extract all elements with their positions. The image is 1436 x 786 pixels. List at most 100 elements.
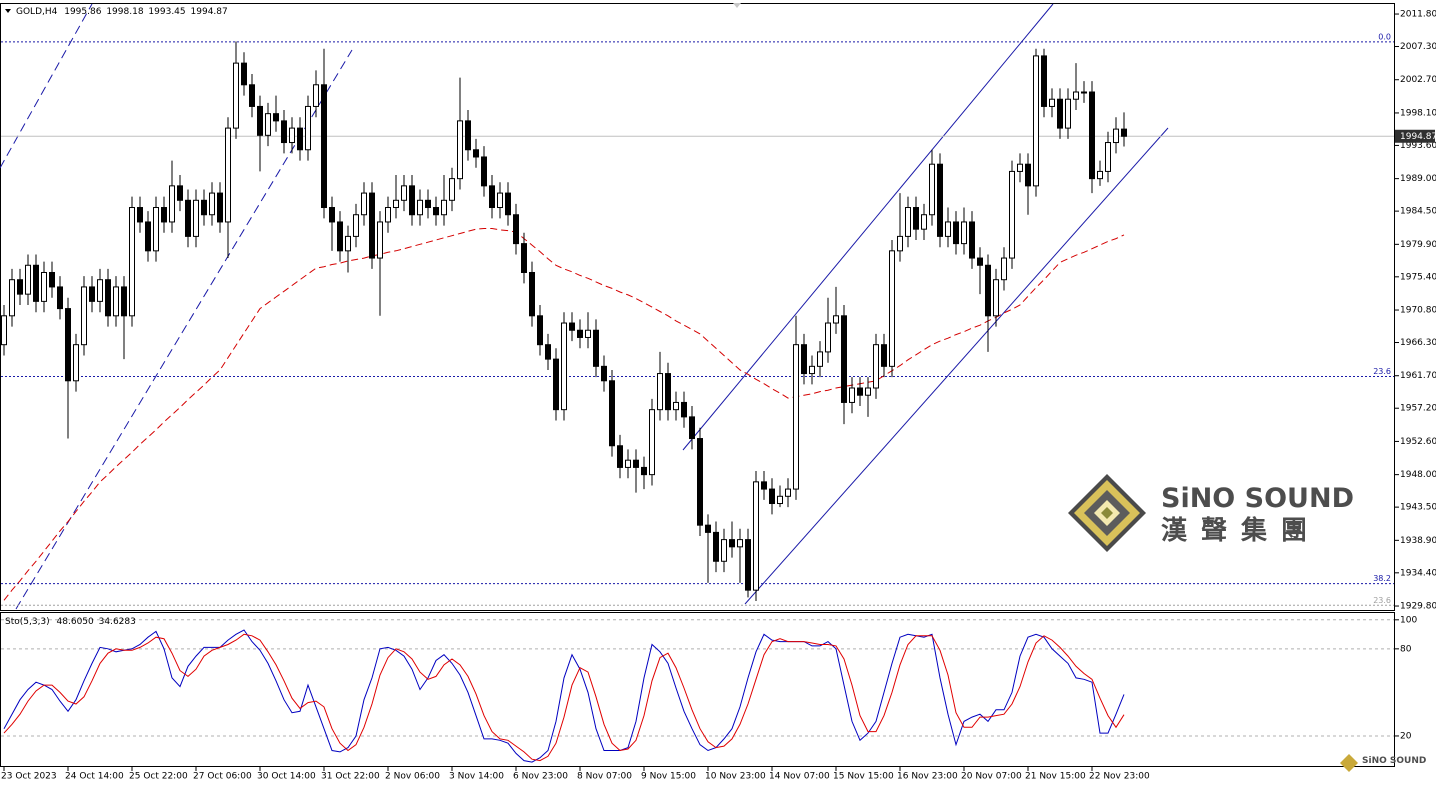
candle-body	[1089, 91, 1095, 180]
candle-body	[233, 62, 239, 129]
candle-body	[1065, 98, 1071, 129]
candle-body	[297, 127, 303, 151]
small-brand-name: SiNO SOUND	[1362, 756, 1426, 766]
candle-body	[433, 207, 439, 216]
indicator-y-tick-label: 80	[1400, 644, 1412, 654]
fib-label: 23.6	[1373, 367, 1391, 376]
candle-body	[1049, 98, 1055, 107]
fib-label: 23.6	[1373, 596, 1391, 605]
candle-body	[73, 344, 79, 382]
y-tick-label: 2011.80	[1400, 10, 1436, 20]
candle-body	[89, 286, 95, 302]
indicator-name: Sto(5,3,3)	[5, 617, 50, 627]
candle-body	[697, 438, 703, 526]
candle-body	[169, 185, 175, 223]
candle-body	[985, 264, 991, 317]
candle-body	[489, 185, 495, 209]
candle-body	[1105, 142, 1111, 172]
candle-body	[49, 271, 55, 288]
small-logo-mark	[1340, 754, 1358, 772]
indicator-panel-border	[0, 612, 1395, 767]
candle-body	[161, 207, 167, 223]
candle-body	[409, 185, 415, 216]
candle-body	[913, 207, 919, 230]
y-tick-label: 1998.10	[1400, 108, 1436, 118]
candle-body	[105, 279, 111, 317]
candle-body	[185, 199, 191, 237]
candle-body	[761, 481, 767, 490]
candle-body	[577, 329, 583, 338]
candle-body	[377, 221, 383, 259]
candle-body	[953, 221, 959, 245]
x-tick-label: 25 Oct 22:00	[129, 772, 188, 782]
candle-body	[1041, 55, 1047, 107]
candle-body	[369, 192, 375, 259]
candle-body	[673, 401, 679, 411]
candle-body	[569, 322, 575, 331]
y-tick-label: 1989.00	[1400, 174, 1436, 184]
header-low: 1993.45	[148, 7, 185, 17]
candle-body	[521, 243, 527, 273]
candle-body	[961, 221, 967, 245]
candle-body	[777, 495, 783, 505]
x-tick-label: 9 Nov 15:00	[641, 772, 696, 782]
candle-body	[729, 539, 735, 548]
candle-body	[441, 199, 447, 216]
trend-lines	[0, 3, 1169, 610]
candle-body	[337, 221, 343, 252]
candle-body	[17, 279, 23, 295]
candle-body	[625, 459, 631, 468]
y-tick-label: 1979.90	[1400, 240, 1436, 250]
candle-body	[1081, 91, 1087, 94]
y-tick-label: 1929.80	[1400, 602, 1436, 612]
candle-body	[809, 365, 815, 375]
x-tick-label: 3 Nov 14:00	[449, 772, 504, 782]
candle-body	[721, 539, 727, 562]
candle-body	[889, 250, 895, 367]
candle-body	[865, 387, 871, 396]
candle-body	[241, 62, 247, 86]
fib-label: 38.2	[1373, 574, 1391, 583]
candle-body	[593, 329, 599, 367]
y-tick-label: 1934.40	[1400, 568, 1436, 578]
header-close: 1994.87	[191, 7, 228, 17]
fib-label: 0.0	[1378, 32, 1391, 41]
candle-body	[505, 192, 511, 216]
candle-body	[465, 120, 471, 151]
header-open: 1995.86	[64, 7, 101, 17]
x-tick-label: 16 Nov 23:00	[897, 772, 958, 782]
menu-arrow	[5, 9, 11, 13]
candle-body	[1001, 257, 1007, 281]
dashed-trend-upper	[0, 3, 93, 169]
watermark: SiNO SOUND 漢聲集團	[1068, 474, 1354, 552]
frame	[0, 3, 1395, 767]
plot-layer: 2011.80 2007.30 2002.70 1998.10 1993.60 1989.…	[1, 10, 1436, 782]
x-tick-label: 23 Oct 2023	[1, 772, 57, 782]
candle-body	[609, 380, 615, 447]
candle-body	[585, 329, 591, 338]
candle-body	[537, 315, 543, 346]
candle-body	[617, 445, 623, 468]
y-tick-label: 1961.70	[1400, 371, 1436, 381]
candle-body	[929, 163, 935, 216]
candle-body	[921, 214, 927, 230]
candle-body	[345, 235, 351, 252]
y-tick-label: 2007.30	[1400, 42, 1436, 52]
main-panel-border	[0, 3, 1395, 611]
candle-body	[1057, 98, 1063, 129]
candle-body	[329, 207, 335, 223]
x-tick-label: 27 Oct 06:00	[193, 772, 252, 782]
candle-body	[785, 488, 791, 497]
y-tick-label: 1952.60	[1400, 437, 1436, 447]
candle-body	[833, 315, 839, 324]
logo-center	[1101, 507, 1113, 519]
candle-body	[425, 199, 431, 209]
candle-body	[137, 207, 143, 223]
candle-body	[257, 105, 263, 136]
candle-body	[649, 409, 655, 476]
x-tick-label: 22 Nov 23:00	[1089, 772, 1150, 782]
candle-body	[457, 120, 463, 180]
y-tick-label: 2002.70	[1400, 75, 1436, 85]
indicator-header: Sto(5,3,3) 48.6050 34.6283	[5, 617, 136, 627]
